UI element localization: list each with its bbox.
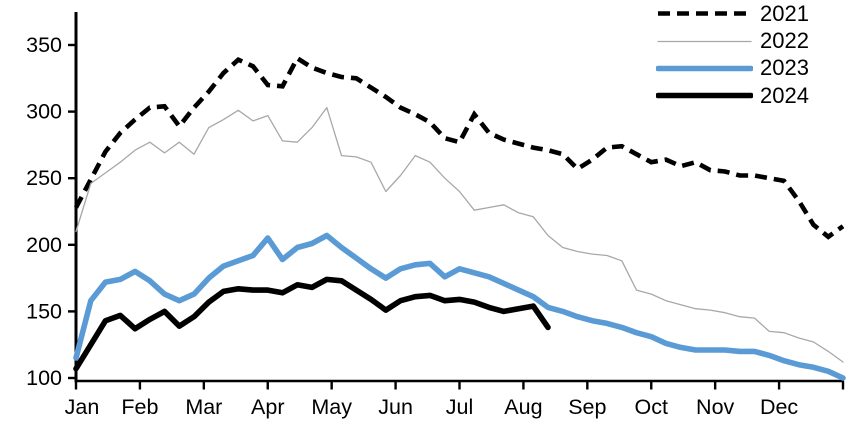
legend-item-2021: 2021 bbox=[656, 0, 809, 27]
x-tick-label: Jun bbox=[378, 395, 413, 419]
axes: 100 150 200 250 300 350 Jan Feb Mar Apr May Jun Jul A… bbox=[26, 12, 845, 419]
y-tick-label: 300 bbox=[26, 100, 62, 124]
y-tick-label: 250 bbox=[26, 166, 62, 190]
x-tick-label: May bbox=[311, 395, 352, 419]
legend-key-line-2024 bbox=[656, 93, 753, 99]
legend-label-2022: 2022 bbox=[760, 28, 809, 54]
x-tick-label: Mar bbox=[185, 395, 222, 419]
x-tick-label: Sep bbox=[568, 395, 606, 419]
y-tick-label: 200 bbox=[26, 233, 62, 257]
series-line-2022 bbox=[75, 106, 844, 363]
legend-label-2023: 2023 bbox=[760, 55, 809, 81]
y-tick-label: 350 bbox=[26, 33, 62, 57]
series-line-2024 bbox=[73, 276, 551, 372]
x-tick-label: Jan bbox=[65, 395, 100, 419]
legend-label-2024: 2024 bbox=[760, 82, 809, 108]
legend-item-2022: 2022 bbox=[656, 27, 809, 54]
legend-label-2021: 2021 bbox=[760, 0, 809, 26]
x-tick-label: Oct bbox=[635, 395, 668, 419]
x-tick-label: Feb bbox=[121, 395, 158, 419]
y-tick-label: 150 bbox=[26, 299, 62, 323]
legend-item-2023: 2023 bbox=[656, 55, 809, 82]
legend: 2021 2022 2023 2024 bbox=[656, 0, 809, 110]
legend-key-line-2021 bbox=[658, 11, 751, 16]
series-line-2023 bbox=[73, 232, 846, 381]
legend-key-line-2023 bbox=[656, 65, 753, 72]
y-tick-label: 100 bbox=[26, 366, 62, 390]
x-tick-label: Jul bbox=[446, 395, 473, 419]
legend-key-line-2022 bbox=[657, 40, 752, 42]
legend-item-2024: 2024 bbox=[656, 82, 809, 109]
x-tick-label: Aug bbox=[504, 395, 542, 419]
x-tick-label: Apr bbox=[251, 395, 284, 419]
x-tick-label: Nov bbox=[696, 395, 734, 419]
x-tick-label: Dec bbox=[760, 395, 798, 419]
